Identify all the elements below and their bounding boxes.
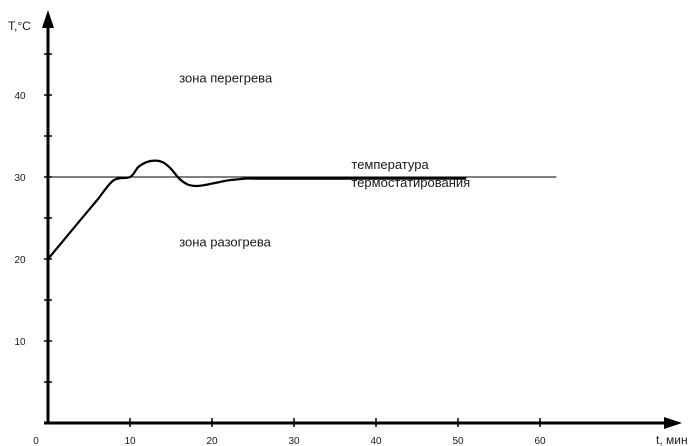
y-tick-label: 10 [14, 337, 26, 348]
y-axis-title: T,°C [8, 19, 31, 33]
x-tick-label: 30 [288, 436, 300, 446]
x-axis-title: t, мин [656, 433, 688, 446]
annotation-overheat-zone: зона перегрева [179, 71, 273, 86]
x-axis-arrow [664, 417, 682, 429]
x-tick-label: 0 [33, 436, 39, 446]
x-tick-label: 20 [206, 436, 218, 446]
x-tick-label: 50 [452, 436, 464, 446]
x-tick-label: 40 [370, 436, 382, 446]
y-tick-label: 40 [14, 91, 26, 102]
y-tick-label: 20 [14, 255, 26, 266]
annotation-heating-zone: зона разогрева [179, 235, 271, 250]
y-tick-label: 30 [14, 173, 26, 184]
x-tick-label: 60 [534, 436, 546, 446]
y-axis-arrow [42, 10, 54, 28]
annotation-thermostat-temperature: температура [351, 157, 429, 172]
annotation-thermostat-temperature-2: термостатирования [351, 175, 470, 190]
temperature-curve [47, 159, 467, 260]
x-tick-label: 10 [124, 436, 136, 446]
